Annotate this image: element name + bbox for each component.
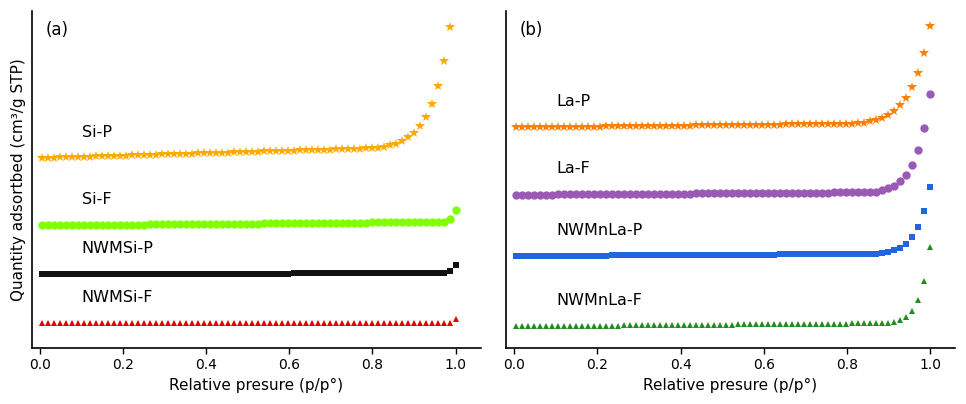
La-P — [858, 120, 869, 125]
Text: La-F: La-F — [555, 162, 589, 177]
La-F — [738, 191, 750, 196]
Si-F — [37, 223, 48, 228]
La-P — [738, 122, 750, 127]
NWMSi-F — [264, 320, 275, 325]
Text: La-P: La-P — [555, 94, 590, 109]
La-F — [858, 190, 869, 195]
NWMnLa-P — [637, 253, 648, 258]
Text: (b): (b) — [520, 21, 543, 39]
NWMnLa-F — [618, 323, 630, 328]
La-F — [924, 92, 936, 97]
La-F — [637, 191, 648, 196]
Si-P — [37, 156, 48, 160]
Si-F — [132, 222, 144, 227]
La-P — [865, 119, 876, 124]
La-P — [637, 124, 648, 128]
Si-P — [144, 152, 156, 157]
Si-F — [144, 222, 156, 227]
NWMSi-P — [264, 271, 275, 276]
Si-F — [450, 207, 462, 212]
Si-P — [264, 149, 275, 154]
Line: La-P: La-P — [512, 21, 935, 132]
Si-P — [162, 152, 174, 157]
Si-P — [390, 141, 402, 146]
NWMSi-P — [144, 271, 156, 276]
NWMSi-P — [132, 271, 144, 276]
NWMnLa-F — [858, 321, 869, 326]
Text: Si-P: Si-P — [81, 125, 111, 140]
La-P — [511, 125, 523, 130]
NWMnLa-P — [511, 254, 523, 259]
Line: NWMSi-F: NWMSi-F — [39, 316, 459, 327]
Si-F — [162, 222, 174, 227]
NWMnLa-F — [637, 323, 648, 328]
X-axis label: Relative presure (p/p°): Relative presure (p/p°) — [643, 378, 817, 393]
Text: NWMnLa-F: NWMnLa-F — [555, 293, 641, 308]
NWMnLa-F — [865, 321, 876, 326]
NWMSi-F — [384, 320, 395, 325]
NWMSi-F — [144, 321, 156, 326]
Line: NWMnLa-F: NWMnLa-F — [513, 243, 933, 330]
La-F — [865, 190, 876, 195]
Si-F — [390, 220, 402, 225]
NWMnLa-P — [865, 252, 876, 257]
NWMnLa-F — [924, 244, 936, 249]
Text: NWMSi-F: NWMSi-F — [81, 290, 153, 305]
La-F — [607, 191, 618, 196]
NWMSi-F — [37, 321, 48, 326]
Si-F — [384, 220, 395, 225]
NWMnLa-P — [924, 184, 936, 189]
Si-F — [264, 221, 275, 226]
Y-axis label: Quantity adsortbed (cm³/g STP): Quantity adsortbed (cm³/g STP) — [12, 58, 26, 301]
NWMnLa-F — [738, 322, 750, 327]
NWMSi-P — [390, 271, 402, 276]
NWMSi-P — [37, 272, 48, 277]
NWMSi-P — [162, 271, 174, 276]
NWMSi-F — [450, 317, 462, 322]
La-P — [924, 23, 936, 28]
Text: (a): (a) — [45, 21, 69, 39]
Text: NWMnLa-P: NWMnLa-P — [555, 223, 642, 238]
X-axis label: Relative presure (p/p°): Relative presure (p/p°) — [169, 378, 343, 393]
NWMSi-F — [132, 321, 144, 326]
NWMnLa-P — [618, 253, 630, 258]
NWMnLa-F — [511, 324, 523, 329]
NWMnLa-P — [607, 253, 618, 258]
Line: La-F: La-F — [512, 90, 934, 199]
NWMnLa-P — [858, 252, 869, 257]
Si-P — [132, 153, 144, 158]
Line: Si-F: Si-F — [38, 206, 460, 229]
NWMSi-P — [450, 263, 462, 268]
La-F — [511, 192, 523, 197]
Line: NWMnLa-P: NWMnLa-P — [513, 183, 933, 259]
NWMnLa-P — [738, 252, 750, 257]
La-P — [618, 124, 630, 128]
NWMSi-F — [162, 321, 174, 326]
Line: NWMSi-P: NWMSi-P — [39, 262, 459, 278]
Text: Si-F: Si-F — [81, 192, 111, 207]
NWMnLa-F — [607, 323, 618, 328]
Line: Si-P: Si-P — [38, 0, 461, 163]
Text: NWMSi-P: NWMSi-P — [81, 241, 154, 256]
La-F — [618, 191, 630, 196]
NWMSi-P — [384, 271, 395, 276]
NWMSi-F — [390, 320, 402, 325]
La-P — [607, 124, 618, 129]
Si-P — [384, 143, 395, 148]
